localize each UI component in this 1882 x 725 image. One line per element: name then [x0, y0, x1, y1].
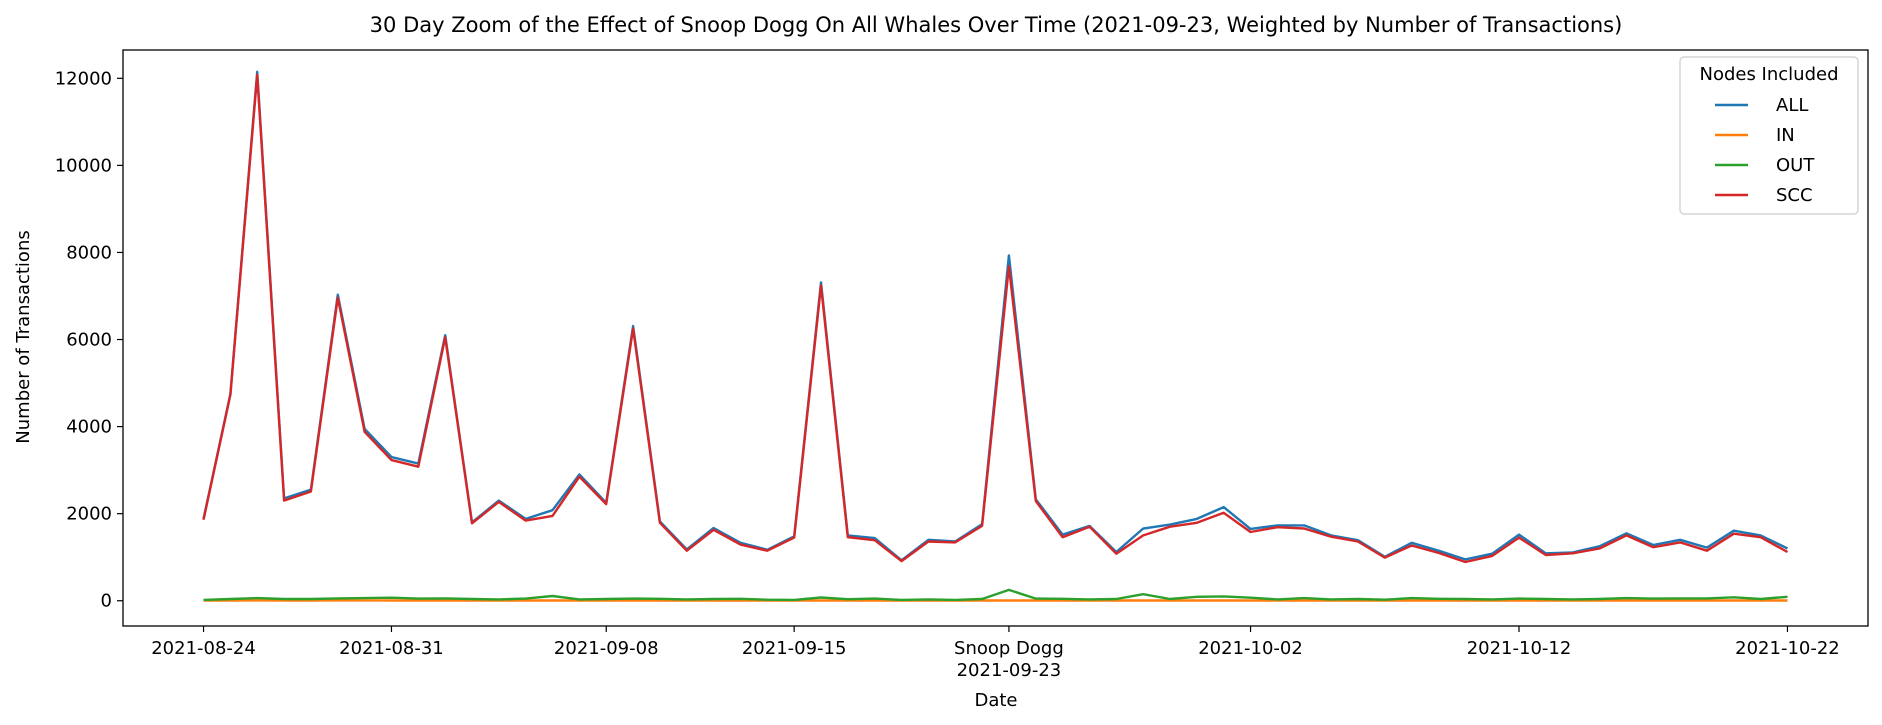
y-tick-label: 6000: [66, 330, 112, 351]
y-axis-label: Number of Transactions: [13, 230, 34, 443]
legend-label: SCC: [1776, 185, 1813, 206]
x-tick-label: 2021-10-22: [1735, 638, 1840, 659]
series-line-out: [203, 588, 1788, 602]
legend-box: [1679, 56, 1859, 215]
x-tick-label: 2021-09-08: [554, 638, 659, 659]
series-line-scc: [202, 73, 1789, 564]
x-tick-label: 2021-08-31: [339, 638, 444, 659]
y-tick-label: 12000: [55, 68, 112, 89]
y-axis-ticks: 0 2000 4000 6000 8000 10000 12000: [55, 68, 123, 612]
x-tick-label: 2021-10-02: [1198, 638, 1303, 659]
x-tick-label: Snoop Dogg: [954, 638, 1064, 659]
plot-area: [202, 70, 1789, 602]
legend: Nodes Included ALL IN OUT SCC: [1679, 56, 1859, 215]
y-tick-label: 0: [101, 591, 112, 612]
legend-label: IN: [1776, 125, 1795, 146]
x-axis-label: Date: [974, 690, 1017, 711]
series-line-all: [202, 70, 1789, 562]
legend-title: Nodes Included: [1699, 64, 1838, 85]
x-tick-label: 2021-09-15: [742, 638, 847, 659]
axes-frame: [122, 49, 1869, 627]
x-tick-label: 2021-08-24: [151, 638, 256, 659]
x-axis-ticks: 2021-08-24 2021-08-31 2021-09-08 2021-09-15…: [151, 626, 1840, 681]
x-tick-label: 2021-10-12: [1467, 638, 1572, 659]
y-tick-label: 2000: [66, 504, 112, 525]
y-tick-label: 10000: [55, 155, 112, 176]
chart-title: 30 Day Zoom of the Effect of Snoop Dogg …: [370, 13, 1623, 37]
legend-label: OUT: [1776, 155, 1815, 176]
x-tick-sublabel: 2021-09-23: [957, 660, 1062, 681]
legend-label: ALL: [1776, 95, 1808, 116]
y-tick-label: 8000: [66, 242, 112, 263]
y-tick-label: 4000: [66, 417, 112, 438]
